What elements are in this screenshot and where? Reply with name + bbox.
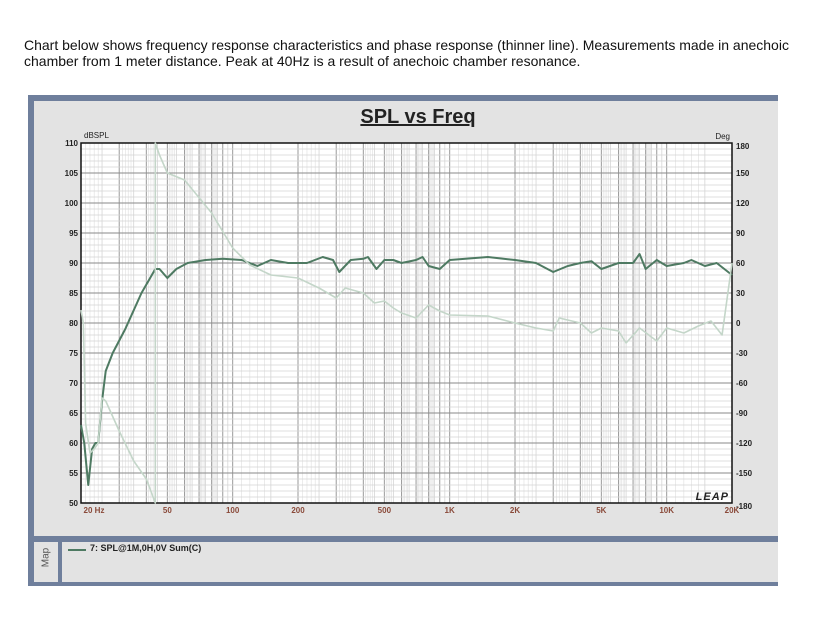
x-tick-label: 10K <box>659 506 674 515</box>
y2-tick-label: 90 <box>736 229 745 238</box>
phase-series-line <box>80 142 733 504</box>
y-tick-label: 80 <box>69 319 78 328</box>
y2-tick-label: 180 <box>736 142 750 151</box>
spl-series-line <box>80 253 733 486</box>
leap-logo: LEAP <box>696 491 729 503</box>
x-tick-label: 2K <box>510 506 520 515</box>
y-tick-label: 65 <box>69 409 78 418</box>
x-tick-label: 5K <box>596 506 606 515</box>
y-tick-label: 60 <box>69 439 78 448</box>
y-tick-label: 95 <box>69 229 78 238</box>
y-tick-label: 105 <box>65 169 79 178</box>
y-tick-label: 100 <box>65 199 79 208</box>
x-tick-label: 500 <box>378 506 392 515</box>
legend-panel <box>62 542 778 582</box>
y2-tick-label: -30 <box>736 349 748 358</box>
y2-tick-label: -60 <box>736 379 748 388</box>
y-axis-label: dBSPL <box>84 131 109 140</box>
y2-tick-label: -180 <box>736 502 753 511</box>
y2-tick-label: 30 <box>736 289 745 298</box>
y-tick-label: 110 <box>65 139 78 148</box>
y2-tick-label: -150 <box>736 469 753 478</box>
x-tick-label: 20K <box>725 506 740 515</box>
legend-entry: 7: SPL@1M,0H,0V Sum(C) <box>90 543 202 553</box>
map-panel: Map <box>34 542 58 582</box>
x-tick-label: 50 <box>163 506 172 515</box>
y-tick-label: 75 <box>69 349 78 358</box>
plot-border <box>80 142 733 504</box>
y2-tick-label: 150 <box>736 169 750 178</box>
y-tick-label: 85 <box>69 289 78 298</box>
y2-tick-label: 0 <box>736 319 741 328</box>
x-tick-label: 200 <box>291 506 305 515</box>
y-tick-label: 55 <box>69 469 78 478</box>
x-tick-label: 100 <box>226 506 240 515</box>
y2-axis-label: Deg <box>715 132 730 141</box>
y-tick-label: 70 <box>69 379 78 388</box>
y2-tick-label: 60 <box>736 259 745 268</box>
x-tick-label: 1K <box>445 506 455 515</box>
y2-tick-label: 120 <box>736 199 750 208</box>
y-tick-label: 50 <box>69 499 78 508</box>
y-tick-label: 90 <box>69 259 78 268</box>
chart-title: SPL vs Freq <box>360 106 476 128</box>
y2-tick-label: -120 <box>736 439 753 448</box>
legend-swatch <box>68 549 86 551</box>
y2-tick-label: -90 <box>736 409 748 418</box>
caption-text: Chart below shows frequency response cha… <box>24 37 789 69</box>
x-tick-label: 20 Hz <box>84 506 105 515</box>
